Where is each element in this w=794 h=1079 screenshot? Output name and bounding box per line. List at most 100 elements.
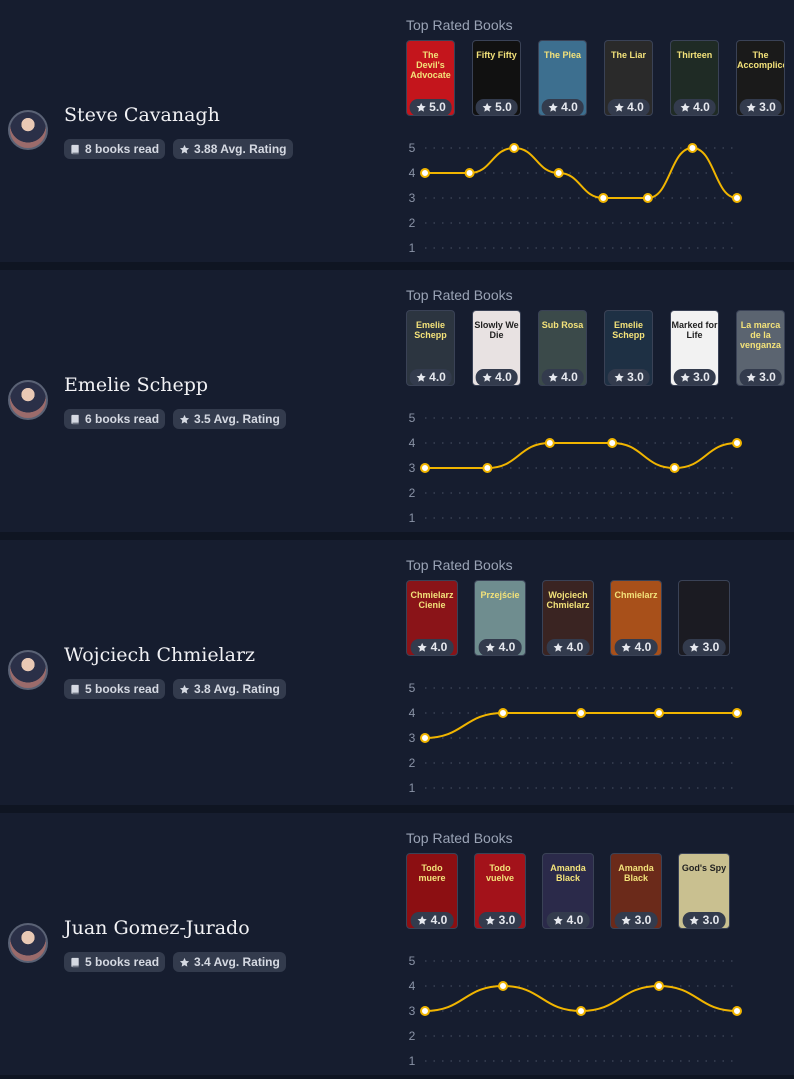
data-point[interactable] bbox=[420, 463, 430, 473]
top-rated-title: Top Rated Books bbox=[406, 17, 513, 33]
data-point[interactable] bbox=[509, 143, 520, 153]
data-point[interactable] bbox=[420, 168, 430, 178]
author-name[interactable]: Emelie Schepp bbox=[64, 374, 209, 396]
book-cover[interactable]: Emelie Schepp 4.0 bbox=[406, 310, 455, 386]
y-tick-label: 2 bbox=[409, 486, 416, 500]
book-title: Marked for Life bbox=[671, 320, 718, 340]
star-icon bbox=[482, 372, 492, 382]
avatar[interactable] bbox=[8, 650, 48, 690]
star-icon bbox=[553, 642, 563, 652]
book-cover[interactable]: Slowly We Die 4.0 bbox=[472, 310, 521, 386]
avatar[interactable] bbox=[8, 110, 48, 150]
y-tick-label: 5 bbox=[409, 141, 416, 155]
star-icon bbox=[485, 642, 495, 652]
rating-pill: 3.0 bbox=[682, 911, 726, 928]
book-title: Wojciech Chmielarz bbox=[546, 590, 590, 610]
book-cover[interactable]: La marca de la venganza 3.0 bbox=[736, 310, 785, 386]
data-point[interactable] bbox=[498, 981, 508, 991]
book-cover[interactable]: Amanda Black 4.0 bbox=[542, 853, 594, 929]
data-point[interactable] bbox=[732, 438, 742, 448]
data-point[interactable] bbox=[654, 981, 664, 991]
rating-pill: 3.0 bbox=[673, 368, 716, 385]
y-tick-label: 5 bbox=[409, 681, 416, 695]
avatar[interactable] bbox=[8, 923, 48, 963]
book-cover[interactable]: Todo muere 4.0 bbox=[406, 853, 458, 929]
data-point[interactable] bbox=[642, 193, 653, 203]
data-point[interactable] bbox=[498, 708, 508, 718]
rating-pill: 4.0 bbox=[546, 911, 590, 928]
data-point[interactable] bbox=[420, 733, 430, 743]
book-cover[interactable]: Marked for Life 3.0 bbox=[670, 310, 719, 386]
book-cover[interactable]: Chmielarz 4.0 bbox=[610, 580, 662, 656]
top-rated-title: Top Rated Books bbox=[406, 557, 513, 573]
data-point[interactable] bbox=[654, 708, 664, 718]
top-rated-books: Emelie Schepp 4.0 Slowly We Die 4.0 Sub … bbox=[406, 310, 785, 386]
y-tick-label: 2 bbox=[409, 756, 416, 770]
star-icon bbox=[482, 102, 492, 112]
y-tick-label: 3 bbox=[409, 191, 416, 205]
book-cover[interactable]: Thirteen 4.0 bbox=[670, 40, 719, 116]
book-title: Amanda Black bbox=[550, 863, 586, 883]
book-icon bbox=[71, 957, 79, 967]
data-point[interactable] bbox=[544, 438, 555, 448]
data-point[interactable] bbox=[464, 168, 475, 178]
avg-rating-badge: 3.88 Avg. Rating bbox=[173, 139, 293, 159]
data-point[interactable] bbox=[732, 193, 742, 203]
data-point[interactable] bbox=[576, 708, 586, 718]
data-point[interactable] bbox=[598, 193, 609, 203]
star-icon bbox=[417, 642, 427, 652]
y-tick-label: 3 bbox=[409, 461, 416, 475]
book-cover[interactable]: Amanda Black 3.0 bbox=[610, 853, 662, 929]
book-icon bbox=[71, 144, 79, 154]
book-icon bbox=[71, 414, 79, 424]
books-read-badge: 5 books read bbox=[64, 952, 166, 972]
star-icon bbox=[689, 642, 699, 652]
data-point[interactable] bbox=[420, 1006, 430, 1016]
data-point[interactable] bbox=[687, 143, 698, 153]
top-rated-books: The Devil's Advocate 5.0 Fifty Fifty 5.0… bbox=[406, 40, 785, 116]
rating-chart: 1 2 3 4 5 bbox=[409, 954, 742, 1068]
y-tick-label: 5 bbox=[409, 411, 416, 425]
avg-rating-badge: 3.8 Avg. Rating bbox=[173, 679, 286, 699]
author-name[interactable]: Juan Gomez-Jurado bbox=[64, 917, 250, 939]
top-rated-books: Chmielarz Cienie 4.0 Przejście 4.0 Wojci… bbox=[406, 580, 730, 656]
avatar[interactable] bbox=[8, 380, 48, 420]
star-icon bbox=[553, 915, 563, 925]
data-point[interactable] bbox=[607, 438, 618, 448]
author-name[interactable]: Steve Cavanagh bbox=[64, 104, 220, 126]
books-read-badge: 5 books read bbox=[64, 679, 166, 699]
data-point[interactable] bbox=[669, 463, 680, 473]
data-point[interactable] bbox=[732, 708, 742, 718]
book-cover[interactable]: Fifty Fifty 5.0 bbox=[472, 40, 521, 116]
book-title: Todo vuelve bbox=[485, 863, 515, 883]
y-tick-label: 1 bbox=[409, 781, 416, 795]
book-cover[interactable]: The Accomplice 3.0 bbox=[736, 40, 785, 116]
book-cover[interactable]: God's Spy 3.0 bbox=[678, 853, 730, 929]
rating-pill: 3.0 bbox=[682, 638, 726, 655]
book-cover[interactable]: Sub Rosa 4.0 bbox=[538, 310, 587, 386]
data-point[interactable] bbox=[732, 1006, 742, 1016]
book-cover[interactable]: Chmielarz Cienie 4.0 bbox=[406, 580, 458, 656]
data-point[interactable] bbox=[576, 1006, 586, 1016]
y-tick-label: 3 bbox=[409, 1004, 416, 1018]
book-cover[interactable]: Przejście 4.0 bbox=[474, 580, 526, 656]
book-cover[interactable]: The Liar 4.0 bbox=[604, 40, 653, 116]
star-icon bbox=[680, 102, 690, 112]
star-icon bbox=[417, 915, 427, 925]
star-icon bbox=[416, 372, 426, 382]
book-cover[interactable]: Emelie Schepp 3.0 bbox=[604, 310, 653, 386]
star-icon bbox=[179, 957, 190, 967]
data-point[interactable] bbox=[553, 168, 564, 178]
book-cover[interactable]: Todo vuelve 3.0 bbox=[474, 853, 526, 929]
star-icon bbox=[179, 684, 190, 694]
star-icon bbox=[621, 642, 631, 652]
book-cover[interactable]: The Plea 4.0 bbox=[538, 40, 587, 116]
book-title: The Devil's Advocate bbox=[410, 50, 451, 80]
book-cover[interactable]: The Devil's Advocate 5.0 bbox=[406, 40, 455, 116]
rating-pill: 4.0 bbox=[546, 638, 590, 655]
book-title: The Accomplice bbox=[737, 50, 785, 70]
author-name[interactable]: Wojciech Chmielarz bbox=[64, 644, 256, 666]
book-cover[interactable]: Wojciech Chmielarz 4.0 bbox=[542, 580, 594, 656]
book-cover[interactable]: 3.0 bbox=[678, 580, 730, 656]
data-point[interactable] bbox=[482, 463, 493, 473]
